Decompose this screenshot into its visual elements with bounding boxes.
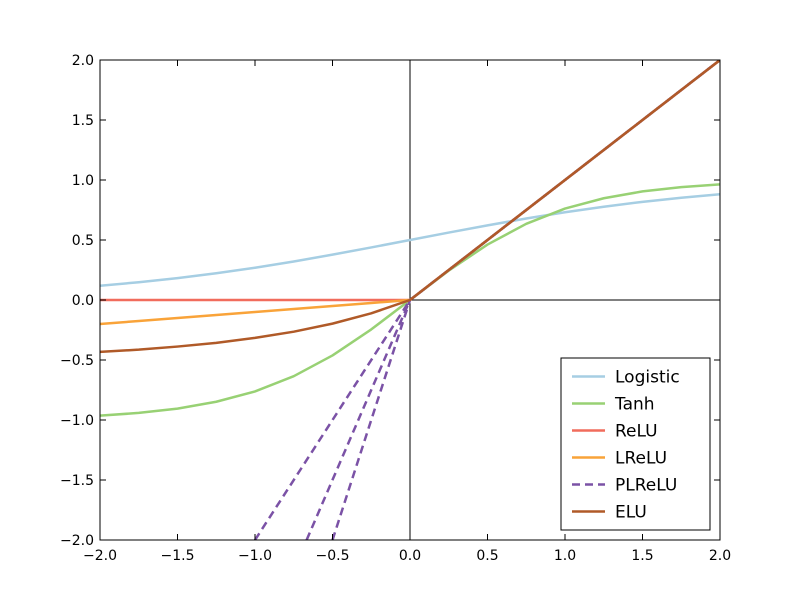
legend-label: PLReLU <box>615 476 677 496</box>
legend-item-tanh: Tanh <box>572 395 655 415</box>
legend-item-lrelu: LReLU <box>572 449 667 469</box>
y-tick-label: 0.5 <box>72 233 94 249</box>
x-tick-label: −0.5 <box>316 548 350 564</box>
legend-label: ReLU <box>615 422 658 442</box>
x-tick-label: −1.0 <box>238 548 272 564</box>
legend-label: Tanh <box>614 395 655 415</box>
x-tick-label: 1.5 <box>631 548 653 564</box>
series-elu <box>100 60 720 354</box>
y-tick-label: 0.0 <box>72 293 94 309</box>
x-tick-label: 0.0 <box>399 548 421 564</box>
series-line-logistic-0 <box>100 193 720 287</box>
legend-label: ELU <box>615 503 647 523</box>
legend-item-logistic: Logistic <box>572 368 680 388</box>
x-axis-ticks: −2.0 −1.5 −1.0 −0.5 0.0 0.5 1.0 1.5 2.0 <box>83 60 731 564</box>
series-logistic <box>100 193 720 287</box>
legend: Logistic Tanh ReLU LReLU PLReLU ELU <box>560 357 711 531</box>
y-tick-label: −1.5 <box>60 473 94 489</box>
x-tick-label: 2.0 <box>709 548 731 564</box>
y-tick-label: −2.0 <box>60 533 94 549</box>
x-tick-label: −1.5 <box>161 548 195 564</box>
legend-box <box>560 357 711 531</box>
legend-label: Logistic <box>615 368 680 388</box>
y-tick-label: 1.5 <box>72 113 94 129</box>
y-tick-label: −0.5 <box>60 353 94 369</box>
legend-item-relu: ReLU <box>572 422 658 442</box>
x-tick-label: −2.0 <box>83 548 117 564</box>
y-axis-ticks: −2.0 −1.5 −1.0 −0.5 0.0 0.5 1.0 1.5 2.0 <box>60 53 720 549</box>
y-tick-label: 2.0 <box>72 53 94 69</box>
x-tick-label: 1.0 <box>554 548 576 564</box>
legend-label: LReLU <box>615 449 667 469</box>
y-tick-label: −1.0 <box>60 413 94 429</box>
series-line-elu-0 <box>100 60 720 354</box>
series-layer <box>100 60 720 540</box>
y-tick-label: 1.0 <box>72 173 94 189</box>
x-tick-label: 0.5 <box>476 548 498 564</box>
legend-item-plrelu: PLReLU <box>572 476 677 496</box>
legend-item-elu: ELU <box>572 503 647 523</box>
